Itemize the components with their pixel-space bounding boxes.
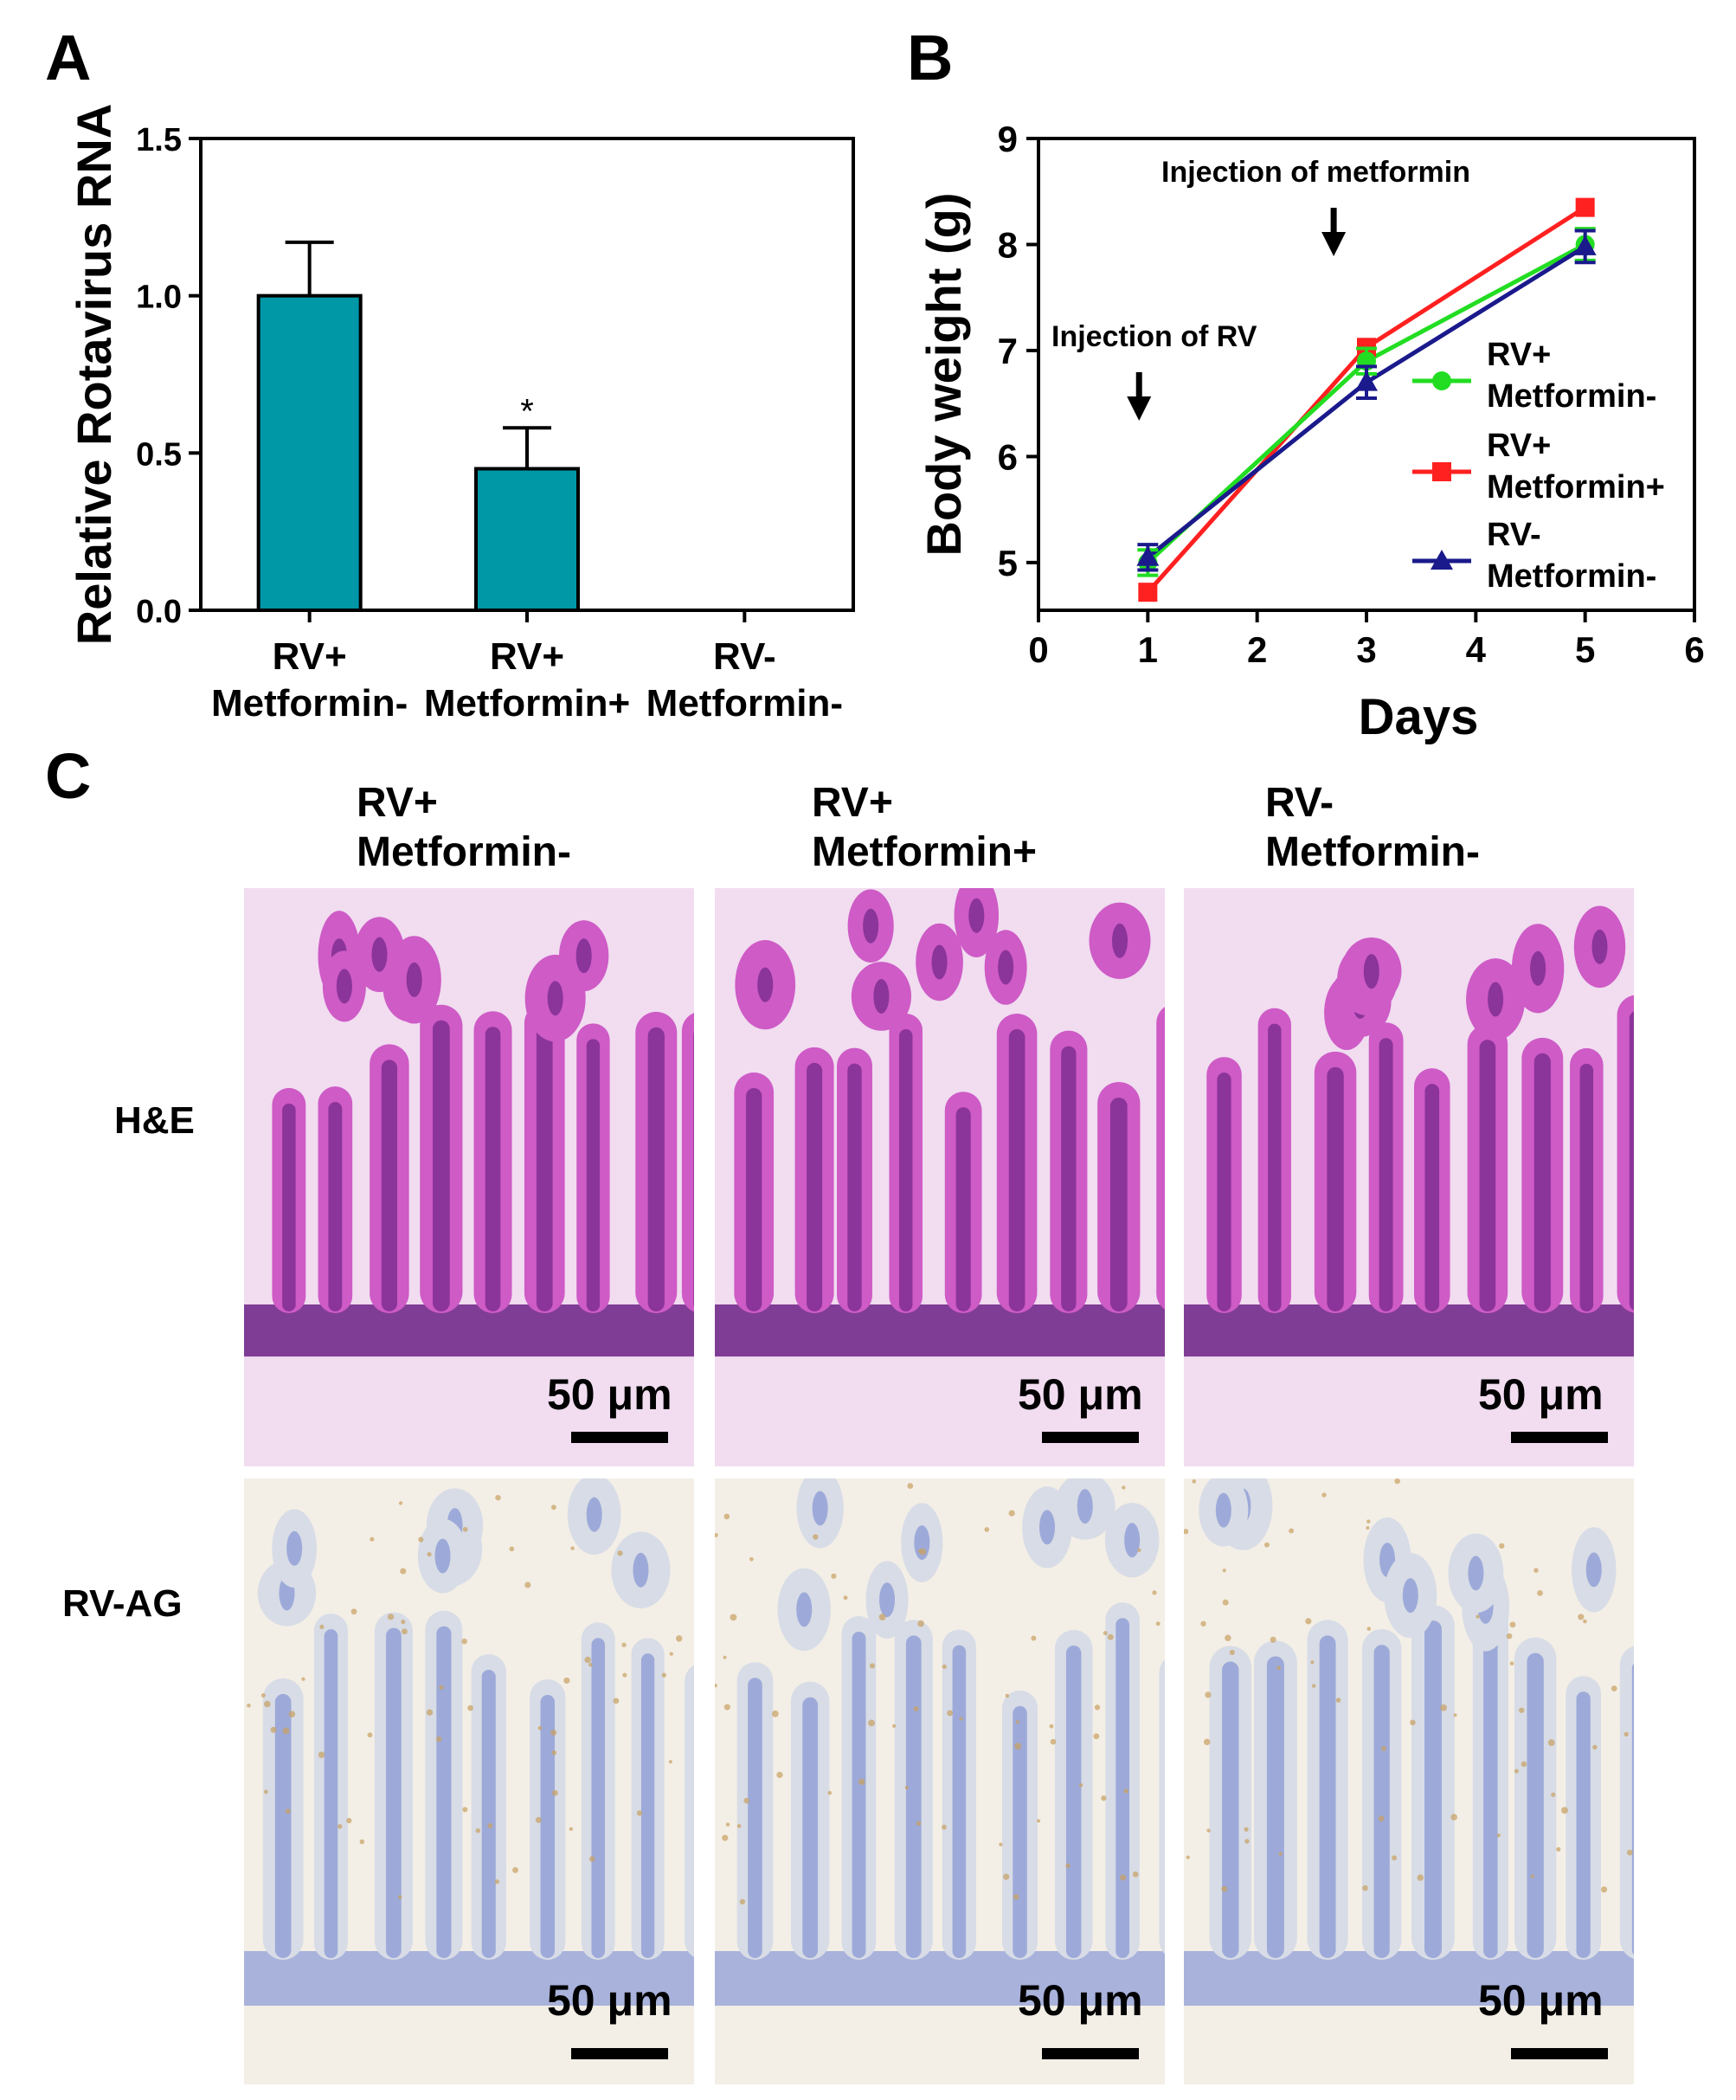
x-tick-label: 2 (1247, 629, 1267, 670)
x-tick-label: 1 (1138, 629, 1158, 670)
panel-label-a: A (45, 22, 92, 93)
he-micrograph-1 (244, 888, 694, 1466)
x-axis-label: Days (1359, 689, 1479, 744)
bar-chart-rotavirus: 0.0 0.5 1.0 1.5 Relative Rotavirus RNA RV+ Met… (67, 104, 855, 725)
y-tick-label: 5 (998, 543, 1018, 583)
legend-entry: RV+ Metformin+ (1487, 428, 1665, 506)
rv-ag-micrograph-2 (715, 1478, 1165, 2084)
significance-mark: * (520, 392, 534, 430)
scale-bar (571, 1432, 668, 1443)
scale-bar (1042, 2048, 1139, 2059)
data-point (1136, 545, 1160, 566)
x-tick-label: RV-Metformin- (646, 635, 843, 725)
legend-entry: RV+ Metformin- (1487, 337, 1656, 415)
he-micrograph-2 (715, 888, 1165, 1466)
column-header-rv-pos-met-pos: RV+ Metformin+ (812, 780, 1038, 875)
scale-bar (1511, 1432, 1608, 1443)
annotation-text: Injection of metformin (1161, 156, 1470, 189)
column-header-rv-neg-met-neg: RV- Metformin- (1265, 780, 1480, 875)
column-header-rv-pos-met-neg: RV+ Metformin- (357, 780, 571, 875)
scale-bar-label: 50 μm (1018, 1370, 1143, 1419)
y-tick-label: 6 (998, 436, 1018, 477)
annotation-arrowhead (1321, 232, 1347, 256)
scale-bar-label: 50 μm (1478, 1976, 1604, 2025)
annotation-arrowhead (1127, 396, 1152, 421)
y-tick-label: 7 (998, 331, 1018, 371)
scale-bar-label: 50 μm (547, 1976, 672, 2025)
y-tick-label: 8 (998, 224, 1018, 265)
x-tick-label: 6 (1684, 629, 1704, 670)
data-point (1138, 583, 1158, 602)
scale-bar-label: 50 μm (1478, 1370, 1604, 1419)
bar (256, 293, 363, 612)
rv-ag-micrograph-1 (244, 1478, 694, 2084)
scale-bar (571, 2048, 668, 2059)
y-tick-label: 1.0 (136, 280, 182, 316)
x-tick-label: 5 (1575, 629, 1595, 670)
data-point (1431, 550, 1453, 570)
y-tick-label: 9 (998, 119, 1018, 159)
data-point (1432, 462, 1451, 481)
bar (474, 467, 580, 612)
legend-entry: RV-Metformin- (1487, 517, 1656, 595)
scale-bar-label: 50 μm (1018, 1976, 1143, 2025)
y-axis-label: Relative Rotavirus RNA (67, 104, 121, 646)
y-tick-label: 1.5 (136, 122, 182, 158)
line-chart-body-weight: 5 6 7 8 9 0 1 2 3 4 5 6 Days Body weight (g) Injection… (916, 119, 1705, 744)
rv-ag-micrograph-3 (1184, 1478, 1634, 2084)
x-tick-label: 3 (1356, 629, 1376, 670)
y-tick-label: 0.0 (136, 594, 182, 630)
y-axis-label: Body weight (g) (916, 193, 971, 557)
data-point (1355, 370, 1378, 391)
panel-label-c: C (45, 740, 92, 812)
scale-bar (1042, 1432, 1139, 1443)
row-label-he: H&E (114, 1099, 195, 1142)
panel-label-b: B (907, 22, 954, 93)
he-micrograph-3 (1184, 888, 1634, 1466)
row-label-rv-ag: RV-AG (62, 1582, 183, 1625)
data-point (1575, 197, 1595, 217)
y-tick-label: 0.5 (136, 436, 182, 473)
scale-bar (1511, 2048, 1608, 2059)
data-point (1432, 371, 1451, 390)
x-tick-label: 4 (1466, 629, 1487, 670)
x-tick-label: RV+ Metformin+ (424, 635, 630, 725)
x-tick-label: 0 (1028, 629, 1048, 670)
annotation-text: Injection of RV (1051, 320, 1257, 353)
data-point (1573, 235, 1597, 255)
x-tick-label: RV+ Metformin- (211, 635, 408, 725)
scale-bar-label: 50 μm (547, 1370, 672, 1419)
